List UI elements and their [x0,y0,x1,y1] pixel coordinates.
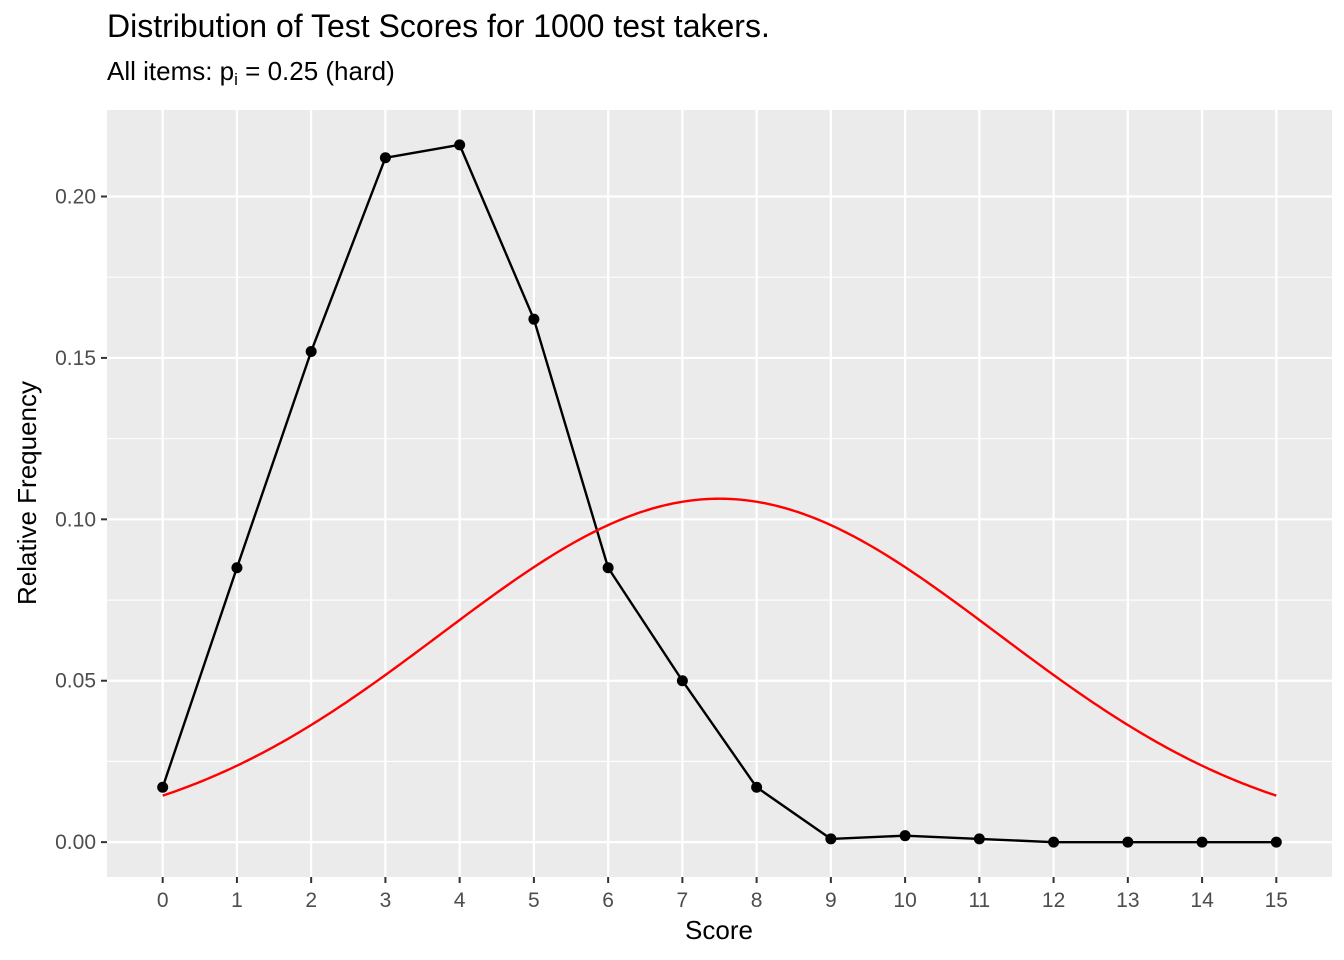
data-point [973,833,985,845]
data-point [305,345,317,357]
y-tick-label: 0.20 [55,186,96,209]
x-tick-label: 5 [528,889,540,912]
x-tick-label: 6 [602,889,614,912]
x-tick-label: 7 [677,889,689,912]
normal-curve-line [162,497,1277,797]
x-axis-title: Score [685,915,753,945]
x-tick-label: 8 [751,889,763,912]
grid-major [107,110,1332,877]
subtitle-subscript: i [234,70,238,89]
y-tick-label: 0.10 [55,508,96,531]
chart-subtitle: All items: pi = 0.25 (hard) [107,56,395,90]
y-tick-label: 0.00 [55,831,96,854]
y-tick-label: 0.05 [55,670,96,693]
data-point [676,675,688,687]
x-tick-label: 0 [157,889,169,912]
data-point [528,313,540,325]
data-point [231,562,243,574]
x-tick-label: 10 [893,889,916,912]
data-point [751,781,763,793]
subtitle-suffix: = 0.25 (hard) [237,56,395,86]
x-tick-label: 11 [968,889,990,912]
y-tick-label: 0.15 [55,347,96,370]
x-tick-label: 14 [1190,889,1214,912]
data-point [1196,836,1208,848]
data-point [602,562,614,574]
y-axis-title: Relative Frequency [12,381,42,605]
data-point [1048,836,1060,848]
x-tick-label: 15 [1265,889,1288,912]
data-point [1122,836,1134,848]
data-point [899,830,911,842]
chart-title: Distribution of Test Scores for 1000 tes… [107,8,770,44]
series-layer [157,139,1282,848]
data-point [1270,836,1282,848]
data-point [825,833,837,845]
x-tick-label: 9 [825,889,837,912]
data-point [157,781,169,793]
x-tick-label: 1 [231,889,243,912]
data-point [379,152,391,164]
x-tick-label: 12 [1042,889,1065,912]
observed-line [161,143,1277,844]
x-tick-label: 3 [380,889,392,912]
x-tick-label: 4 [454,889,466,912]
subtitle-prefix: All items: p [107,56,235,86]
y-axis: 0.00 0.05 0.10 0.15 0.20 [55,186,107,854]
x-tick-label: 2 [305,889,317,912]
data-point [454,139,466,151]
x-axis: 0 1 2 3 4 5 6 7 8 9 10 11 12 13 14 15 [157,877,1288,912]
x-tick-label: 13 [1116,889,1139,912]
